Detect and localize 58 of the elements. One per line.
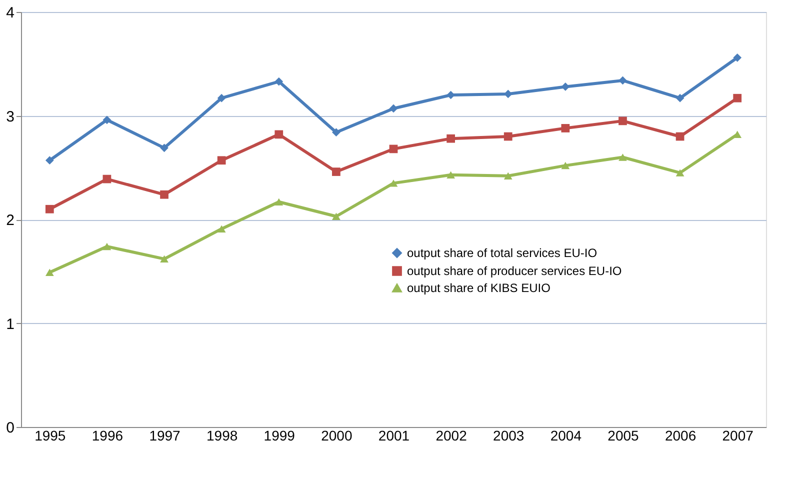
point [274,130,284,139]
x-tick-label: 1997 [149,428,181,444]
point [332,212,340,220]
point [561,124,570,132]
legend-label: output share of KIBS EUIO [407,281,550,295]
point [160,144,168,152]
y-tick-label: 0 [6,420,14,436]
point [504,172,512,180]
point [618,76,627,85]
x-tick-label: 2000 [321,428,352,444]
point [446,171,455,179]
point [446,134,455,143]
point [45,204,54,214]
point [332,168,340,176]
point [102,174,112,184]
x-tick-label: 1996 [92,428,124,444]
point [676,94,684,102]
point [676,132,684,141]
legend-label: output share of producer services EU-IO [407,264,622,278]
point [102,116,112,124]
x-tick-label: 2002 [436,428,468,444]
point [733,94,742,102]
point [618,116,627,126]
point [217,156,226,165]
x-tick-label: 2003 [493,428,524,444]
point [676,169,684,176]
point [217,225,226,232]
point [504,132,512,141]
point [274,198,284,206]
x-tick-label: 2005 [608,428,640,444]
point [160,190,168,199]
point [389,144,398,154]
y-tick-label: 4 [6,4,14,22]
x-tick-label: 2006 [664,428,696,444]
y-tick-label: 2 [6,212,14,229]
y-tick-label: 1 [6,316,14,333]
point [561,162,570,170]
point [389,104,398,113]
x-tick-label: 1998 [206,428,238,444]
x-tick-label: 1999 [264,428,296,444]
point [102,242,112,250]
point [561,82,570,91]
x-tick-label: 2004 [550,428,582,444]
point [389,180,398,187]
point [160,255,168,263]
point [618,154,627,161]
point [217,94,226,102]
point [45,156,54,165]
x-tick-label: 2007 [722,428,754,444]
point [332,128,340,137]
point [274,77,284,86]
x-tick-label: 1995 [34,428,66,444]
y-tick-label: 3 [6,108,14,126]
point [733,53,742,62]
legend-label: output share of total services EU-IO [407,246,598,260]
x-tick-label: 2001 [378,428,410,444]
point [446,90,455,100]
point [45,268,54,276]
